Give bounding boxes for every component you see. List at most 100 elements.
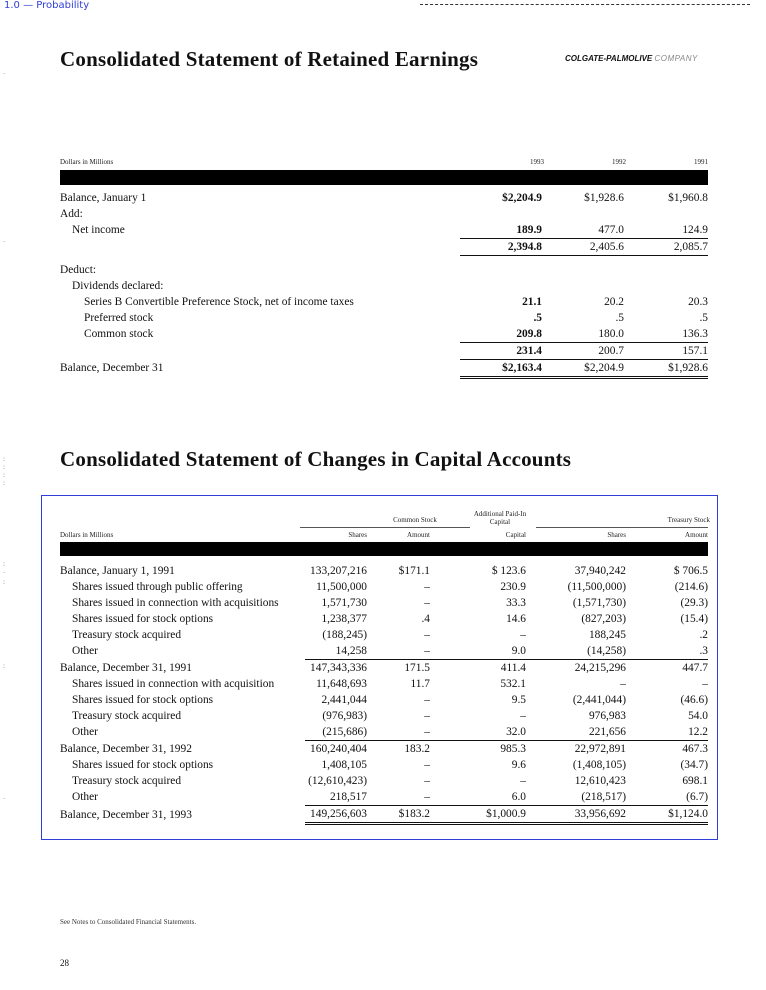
cell-apic: 9.0 <box>430 643 526 660</box>
table-row: Treasury stock acquired (188,245) – – 188,24… <box>60 627 708 643</box>
cell-amount: – <box>367 724 430 741</box>
cell-amount: – <box>424 759 430 771</box>
cell-treasury-amount: (6.7) <box>626 789 708 806</box>
capital-accounts-table: Balance, January 1, 1991 133,207,216 $171.… <box>60 563 708 825</box>
cell-amount: – <box>367 789 430 806</box>
cell-shares: (976,983) <box>322 710 367 722</box>
col-amount: Amount <box>407 531 430 539</box>
cell-shares: 133,207,216 <box>310 565 367 577</box>
table-row: Balance, January 1 $2,204.9 $1,928.6 $1,… <box>60 190 708 206</box>
retained-unit-label: Dollars in Millions <box>60 158 114 166</box>
cell-treasury-amount: (214.6) <box>674 581 708 593</box>
cell-treasury-shares: (11,500,000) <box>567 581 626 593</box>
cell-treasury-shares: – <box>620 678 626 690</box>
cell-treasury-amount: (46.6) <box>680 694 708 706</box>
row-label: Treasury stock acquired <box>72 775 182 787</box>
row-label: Dividends declared: <box>72 279 164 292</box>
cell-1991: $1,960.8 <box>668 192 708 204</box>
col-treasury-amount: Amount <box>685 531 708 539</box>
table-row: Shares issued for stock options 2,441,044… <box>60 692 708 708</box>
row-label: Shares issued in connection with acquisi… <box>72 597 279 609</box>
retained-year-1992: 1992 <box>612 158 626 166</box>
cell-apic: 14.6 <box>506 613 526 625</box>
capital-accounts-selection-box <box>41 495 718 840</box>
cell-treasury-shares: 221,656 <box>526 724 626 741</box>
treasury-stock-group-header: Treasury Stock <box>667 516 710 524</box>
cell-treasury-shares: (1,408,105) <box>572 759 626 771</box>
cell-treasury-amount: 54.0 <box>688 710 708 722</box>
cell-treasury-amount: $ 706.5 <box>673 565 708 577</box>
table-row: Treasury stock acquired (12,610,423) – – 12,… <box>60 773 708 789</box>
row-label: Shares issued for stock options <box>72 759 214 771</box>
cell-apic: 532.1 <box>500 678 526 690</box>
cell-1991: 20.3 <box>688 295 708 308</box>
footnote: See Notes to Consolidated Financial Stat… <box>60 918 197 926</box>
cell-apic: 6.0 <box>430 789 526 806</box>
cell-1991: 157.1 <box>624 342 708 360</box>
row-label <box>60 239 460 256</box>
cell-1993: 189.9 <box>460 222 542 239</box>
cell-treasury-shares: 24,215,296 <box>574 662 626 674</box>
cell-shares: 1,571,730 <box>321 597 367 609</box>
col-shares: Shares <box>348 531 367 539</box>
row-label: Shares issued through public offering <box>72 581 243 593</box>
row-label: Shares issued for stock options <box>72 613 214 625</box>
cell-1992: $1,928.6 <box>584 192 624 204</box>
cell-shares: (12,610,423) <box>308 775 367 787</box>
cell-treasury-shares: (1,571,730) <box>572 597 626 609</box>
cell-amount: 11.7 <box>410 678 430 690</box>
cell-shares: (215,686) <box>305 724 367 741</box>
table-row: Balance, December 31, 1993 149,256,603 $18… <box>60 805 708 825</box>
row-label: Other <box>72 645 98 658</box>
cell-1992: 200.7 <box>542 342 624 360</box>
cell-1991: $1,928.6 <box>624 359 708 379</box>
cell-treasury-shares: (2,441,044) <box>572 694 626 706</box>
cell-apic: 230.9 <box>500 581 526 593</box>
table-row: Shares issued for stock options 1,238,377… <box>60 611 708 627</box>
cell-amount: – <box>424 629 430 641</box>
cell-treasury-amount: .3 <box>626 643 708 660</box>
cell-1991: 124.9 <box>624 222 708 239</box>
retained-year-1993: 1993 <box>530 158 544 166</box>
col-treasury-shares: Shares <box>607 531 626 539</box>
cell-1993: 209.8 <box>460 325 542 343</box>
cell-treasury-amount: (15.4) <box>680 613 708 625</box>
row-label: Deduct: <box>60 263 97 276</box>
col-capital: Capital <box>505 531 526 539</box>
row-label: Treasury stock acquired <box>72 710 182 722</box>
cell-treasury-shares: 22,972,891 <box>574 743 626 755</box>
cell-shares: 147,343,336 <box>310 662 367 674</box>
cell-amount: – <box>424 581 430 593</box>
cell-treasury-amount: 447.7 <box>682 662 708 674</box>
cell-amount: .4 <box>421 613 430 625</box>
table-row: Shares issued for stock options 1,408,105… <box>60 757 708 773</box>
table-row: Series B Convertible Preference Stock, n… <box>60 294 708 310</box>
cell-shares: 1,408,105 <box>321 759 367 771</box>
cell-amount: – <box>424 694 430 706</box>
cell-shares: 149,256,603 <box>305 805 367 825</box>
cell-treasury-amount: (34.7) <box>680 759 708 771</box>
brand-suffix: COMPANY <box>654 54 698 63</box>
row-label: Series B Convertible Preference Stock, n… <box>84 295 354 308</box>
cell-apic: 32.0 <box>430 724 526 741</box>
cell-treasury-shares: (827,203) <box>581 613 626 625</box>
margin-mark: : <box>3 662 5 670</box>
row-label: Common stock <box>84 327 154 340</box>
cell-1993: 231.4 <box>460 342 542 360</box>
table-row: Dividends declared: <box>60 278 708 294</box>
cell-treasury-shares: 188,245 <box>588 629 626 641</box>
cell-1993: .5 <box>533 311 542 324</box>
cell-1993: 21.1 <box>522 295 542 308</box>
table-row: Shares issued in connection with acquisi… <box>60 676 708 692</box>
cell-amount: – <box>424 597 430 609</box>
cell-shares: 218,517 <box>305 789 367 806</box>
probability-overlay-label: 1.0 — Probability <box>4 0 90 11</box>
cell-1991: 136.3 <box>624 325 708 343</box>
cell-1991: 2,085.7 <box>624 238 708 256</box>
table-row: Net income 189.9 477.0 124.9 <box>60 222 708 239</box>
cell-shares: 14,258 <box>305 643 367 660</box>
cell-amount: – <box>367 643 430 660</box>
table-row: Deduct: <box>60 256 708 278</box>
cell-treasury-amount: 12.2 <box>626 724 708 741</box>
cell-shares: 2,441,044 <box>321 694 367 706</box>
